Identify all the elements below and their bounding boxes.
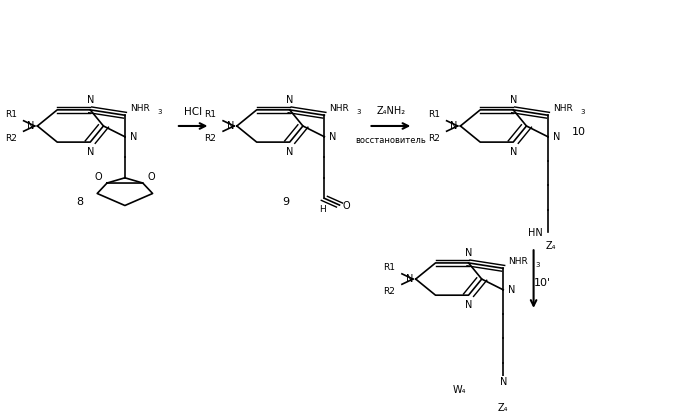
- Text: N: N: [510, 147, 517, 157]
- Text: R1: R1: [5, 110, 17, 119]
- Text: R2: R2: [5, 134, 17, 143]
- Text: Z₄: Z₄: [498, 403, 508, 412]
- Text: 8: 8: [76, 197, 83, 207]
- Text: R1: R1: [383, 262, 395, 272]
- Text: 3: 3: [580, 109, 585, 115]
- Text: N: N: [87, 147, 94, 157]
- Text: Z₄NH₂: Z₄NH₂: [376, 105, 406, 115]
- Text: HN: HN: [528, 228, 542, 238]
- Text: N: N: [227, 121, 234, 131]
- Text: 9: 9: [283, 197, 290, 207]
- Text: восстановитель: восстановитель: [355, 136, 426, 145]
- Text: 3: 3: [157, 109, 162, 115]
- Text: R2: R2: [428, 134, 440, 143]
- Text: N: N: [465, 248, 473, 258]
- Text: 3: 3: [535, 262, 540, 268]
- Text: NHR: NHR: [130, 104, 149, 113]
- Text: 10': 10': [533, 278, 551, 288]
- Text: N: N: [553, 132, 560, 142]
- Text: N: N: [130, 132, 137, 142]
- Text: O: O: [343, 201, 350, 211]
- Text: NHR: NHR: [329, 104, 349, 113]
- Text: W₄: W₄: [452, 385, 466, 395]
- Text: 3: 3: [357, 109, 361, 115]
- Text: 10: 10: [572, 126, 586, 137]
- Text: R1: R1: [428, 110, 440, 119]
- Text: N: N: [510, 95, 517, 105]
- Text: HCl: HCl: [184, 107, 202, 117]
- Text: R2: R2: [205, 134, 216, 143]
- Text: O: O: [94, 171, 102, 182]
- Text: N: N: [27, 121, 35, 131]
- Text: N: N: [406, 274, 413, 284]
- Text: N: N: [465, 300, 473, 310]
- Text: R2: R2: [383, 287, 395, 296]
- Text: Z₄: Z₄: [546, 241, 556, 251]
- Text: N: N: [286, 147, 293, 157]
- Text: N: N: [500, 377, 507, 387]
- Text: R1: R1: [205, 110, 216, 119]
- Text: N: N: [450, 121, 458, 131]
- Text: NHR: NHR: [553, 104, 572, 113]
- Text: NHR: NHR: [508, 258, 528, 267]
- Text: N: N: [508, 285, 515, 295]
- Text: N: N: [87, 95, 94, 105]
- Text: N: N: [329, 132, 336, 142]
- Text: H: H: [319, 205, 326, 214]
- Text: N: N: [286, 95, 293, 105]
- Text: O: O: [147, 171, 155, 182]
